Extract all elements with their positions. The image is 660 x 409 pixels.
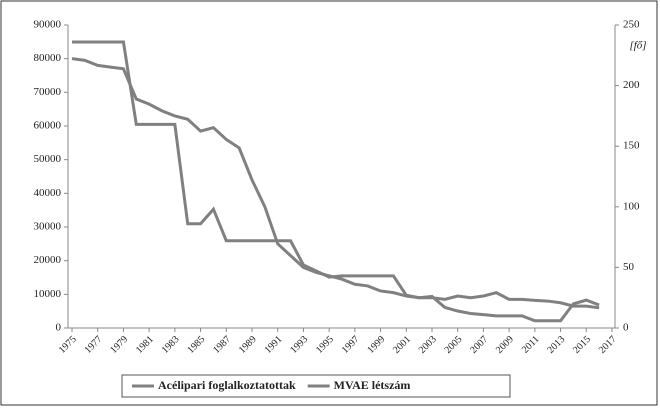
x-tick-label: 1975 [57, 334, 79, 356]
legend-label: MVAE létszám [334, 378, 411, 392]
y2-axis-label: [fő] [629, 40, 646, 52]
x-tick-label: 1981 [134, 334, 156, 356]
y2-tick-label: 150 [623, 140, 640, 152]
legend-label: Acélipari foglalkoztatottak [158, 378, 296, 392]
x-tick-label: 2001 [391, 334, 413, 356]
y-tick-label: 70000 [34, 86, 62, 98]
y-tick-label: 40000 [34, 187, 62, 199]
x-tick-label: 2017 [597, 334, 619, 356]
y2-tick-label: 250 [623, 19, 640, 31]
x-tick-label: 1999 [365, 334, 387, 356]
x-tick-label: 1995 [314, 334, 336, 356]
y2-tick-label: 100 [623, 200, 640, 212]
x-tick-label: 1987 [211, 334, 233, 356]
y-tick-label: 20000 [34, 254, 62, 266]
y-tick-label: 60000 [34, 120, 62, 132]
y-tick-label: 90000 [34, 19, 62, 31]
y-tick-label: 30000 [34, 221, 62, 233]
y2-tick-label: 0 [623, 322, 629, 334]
x-tick-label: 1985 [185, 334, 207, 356]
y-tick-label: 10000 [34, 288, 62, 300]
y2-tick-label: 50 [623, 261, 635, 273]
y-tick-label: 50000 [34, 153, 62, 165]
legend: Acélipari foglalkoztatottak MVAE létszám [121, 374, 511, 398]
x-tick-label: 2009 [494, 334, 516, 356]
x-tick-label: 2003 [417, 334, 439, 356]
x-tick-label: 2011 [520, 334, 542, 356]
series-line [72, 40, 600, 323]
x-tick-label: 1989 [237, 334, 259, 356]
x-tick-label: 1983 [160, 334, 182, 356]
x-tick-label: 2013 [545, 334, 567, 356]
x-tick-label: 1979 [108, 334, 130, 356]
x-tick-label: 2007 [468, 334, 490, 356]
x-tick-label: 1993 [288, 334, 310, 356]
series-line [71, 57, 600, 310]
y2-tick-label: 200 [623, 79, 640, 91]
x-tick-label: 1997 [340, 334, 362, 356]
x-tick-label: 1991 [263, 334, 285, 356]
y-tick-label: 80000 [34, 52, 62, 64]
x-tick-label: 2015 [571, 334, 593, 356]
x-tick-label: 2005 [443, 334, 465, 356]
x-tick-label: 1977 [83, 334, 105, 356]
y-tick-label: 0 [56, 322, 62, 334]
